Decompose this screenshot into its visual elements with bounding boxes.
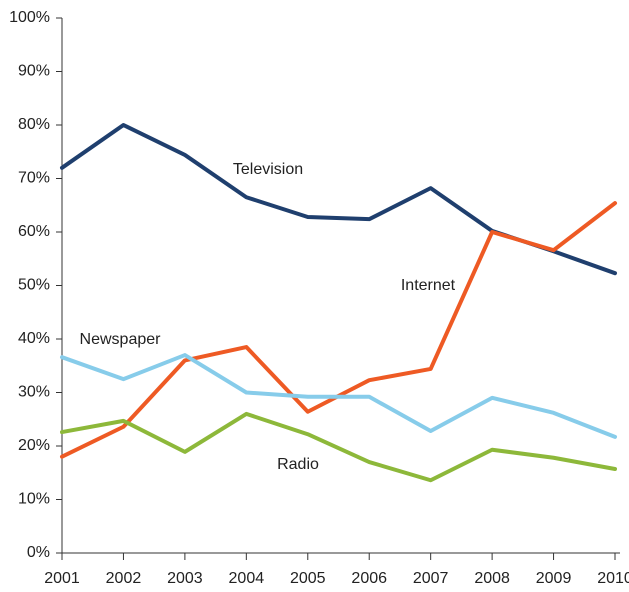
y-tick-label: 60% (18, 223, 50, 240)
y-tick-label: 40% (18, 330, 50, 347)
x-tick-label: 2007 (413, 570, 449, 587)
x-tick-label: 2006 (351, 570, 387, 587)
series-label: Television (233, 161, 303, 178)
series-line (60, 353, 617, 439)
y-tick-label: 80% (18, 116, 50, 133)
y-tick-label: 50% (18, 277, 50, 294)
x-tick-label: 2009 (536, 570, 572, 587)
x-tick-label: 2002 (106, 570, 142, 587)
x-tick-label: 2003 (167, 570, 203, 587)
x-tick-label: 2005 (290, 570, 326, 587)
x-tick-label: 2008 (474, 570, 510, 587)
series-line (60, 201, 617, 459)
y-tick-label: 20% (18, 437, 50, 454)
y-tick-label: 10% (18, 491, 50, 508)
series-label: Newspaper (80, 331, 162, 348)
y-tick-label: 0% (27, 544, 50, 561)
x-tick-label: 2004 (229, 570, 265, 587)
series-label: Radio (277, 456, 319, 473)
series-line (60, 411, 617, 483)
series-line (60, 123, 617, 276)
y-tick-label: 30% (18, 384, 50, 401)
y-tick-label: 90% (18, 63, 50, 80)
x-tick-label: 2010 (597, 570, 629, 587)
y-tick-label: 100% (9, 9, 50, 26)
y-tick-label: 70% (18, 170, 50, 187)
series-label: Internet (401, 277, 456, 294)
x-tick-label: 2001 (44, 570, 80, 587)
